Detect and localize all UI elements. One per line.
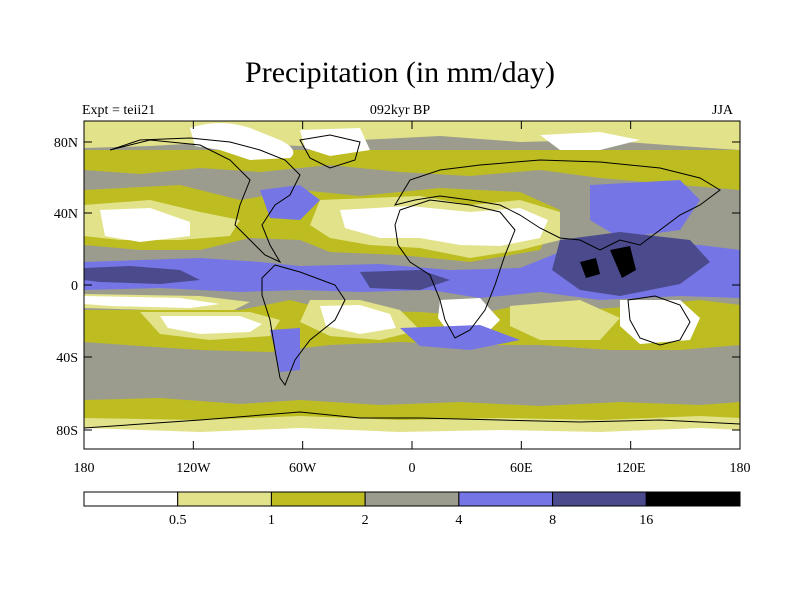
field-australia-dry <box>620 300 700 344</box>
field-north-atlantic-wet <box>260 185 320 220</box>
colorbar-swatch <box>458 491 554 507</box>
colorbar-swatch <box>177 491 272 507</box>
lon-tick-label: 0 <box>409 461 416 476</box>
colorbar-label: 0.5 <box>169 513 187 528</box>
coast-north-america <box>109 137 301 264</box>
lon-tick-label: 120W <box>176 461 211 476</box>
colorbar-swatch <box>83 491 179 507</box>
field-south-pacific-dry <box>160 316 262 334</box>
coast-south-america <box>261 264 346 387</box>
coast-australia <box>627 295 691 346</box>
field-north-pacific-dry <box>100 208 190 242</box>
field-chile-wet <box>270 328 300 372</box>
lat-tick-label: 40S <box>56 351 78 366</box>
lon-tick-label: 120E <box>616 461 646 476</box>
field-east-pacific-dry <box>84 296 220 308</box>
lat-tick-label: 80S <box>56 424 78 439</box>
colorbar-label: 2 <box>362 513 369 528</box>
experiment-label: Expt = teii21 <box>82 103 156 118</box>
colorbar-label: 4 <box>455 513 462 528</box>
coastlines <box>84 134 740 429</box>
field-siberia-dry <box>540 132 640 150</box>
field-sahara-dry <box>340 206 548 246</box>
field-arctic-band <box>84 150 740 190</box>
field-atlantic-itcz-heavy <box>360 270 450 290</box>
lat-tick-label: 80N <box>54 136 78 151</box>
colorbar-label: 1 <box>268 513 275 528</box>
colorbar-swatch <box>364 491 460 507</box>
map-field <box>84 121 740 449</box>
colorbar-label: 16 <box>639 513 653 528</box>
lon-tick-label: 60E <box>510 461 533 476</box>
field-pacific-itcz-heavy <box>84 266 200 284</box>
field-antarctic-dry <box>84 428 740 449</box>
coast-greenland <box>299 134 361 169</box>
lon-tick-label: 60W <box>289 461 317 476</box>
lon-tick-label: 180 <box>74 461 95 476</box>
coast-eurasia <box>393 159 721 251</box>
lon-tick-label: 180 <box>730 461 751 476</box>
colorbar-swatch <box>645 491 741 507</box>
field-indian-ocean-pale <box>510 300 620 340</box>
field-greenland-dry <box>300 128 370 156</box>
lat-tick-label: 40N <box>54 207 78 222</box>
season-label: JJA <box>712 103 734 118</box>
longitude-axis: 180 120W 60W 0 60E 120E 180 <box>74 121 751 476</box>
field-maritime-continent-max <box>610 246 636 278</box>
colorbar: 0.5 1 2 4 8 16 <box>83 491 741 528</box>
field-arctic-dry <box>190 123 294 160</box>
field-south-atlantic-storm <box>400 325 520 350</box>
coast-africa <box>394 199 516 339</box>
map-title: Precipitation (in mm/day) <box>245 56 555 89</box>
subtitle: 092kyr BP <box>369 103 431 118</box>
field-bay-of-bengal-max <box>580 258 600 278</box>
field-east-asia-wet <box>590 180 700 238</box>
latitude-axis: 80N 40N 0 40S 80S <box>54 136 740 439</box>
coast-antarctica <box>84 411 740 429</box>
colorbar-swatch <box>552 491 647 507</box>
colorbar-swatch <box>270 491 366 507</box>
lat-tick-label: 0 <box>71 279 78 294</box>
colorbar-label: 8 <box>549 513 556 528</box>
